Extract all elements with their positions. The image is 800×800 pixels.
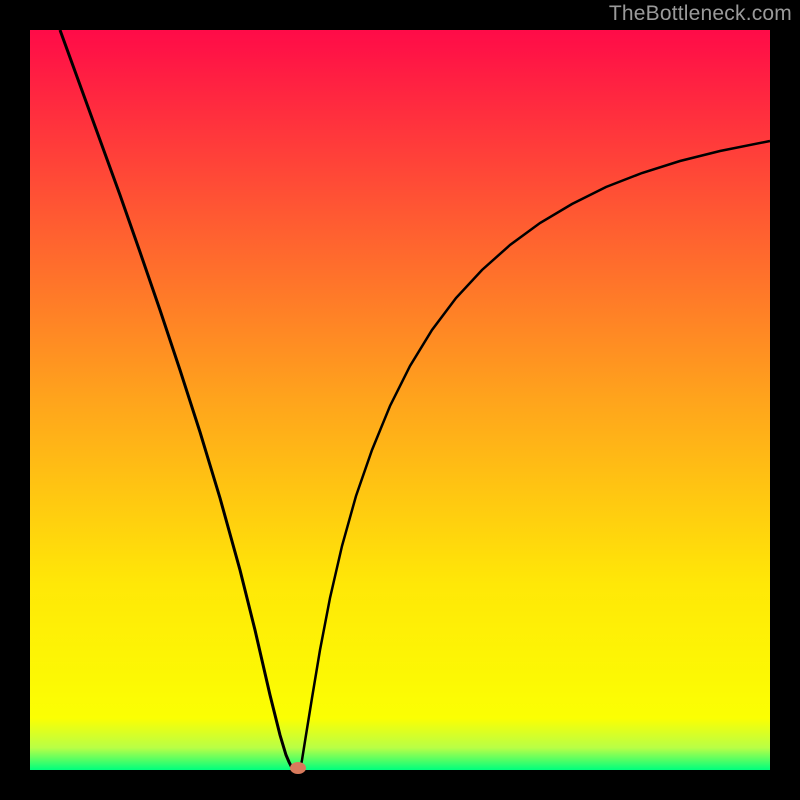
chart-curves-svg bbox=[30, 30, 770, 770]
minimum-marker-dot bbox=[290, 762, 306, 774]
watermark-text: TheBottleneck.com bbox=[609, 2, 792, 26]
chart-plot-area bbox=[30, 30, 770, 770]
curve-left-descending bbox=[60, 30, 293, 770]
curve-right-ascending bbox=[300, 141, 770, 770]
